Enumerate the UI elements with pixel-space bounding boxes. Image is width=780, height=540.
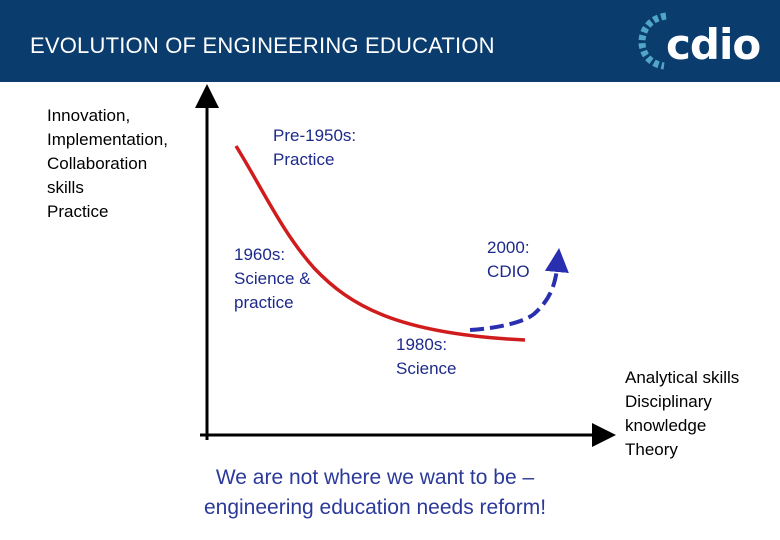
cdio-swirl-icon bbox=[638, 12, 667, 70]
era-label-line: Science bbox=[396, 359, 457, 378]
era-1960-label: 1960s: Science & practice bbox=[234, 243, 311, 315]
x-label-line: knowledge bbox=[625, 416, 707, 435]
logo-wordmark: cdio bbox=[666, 20, 761, 69]
x-label-line: Disciplinary bbox=[625, 392, 712, 411]
era-label-line: practice bbox=[234, 293, 294, 312]
era-label-line: Practice bbox=[273, 150, 335, 169]
conclusion-statement: We are not where we want to be – enginee… bbox=[150, 463, 600, 523]
y-label-line: Practice bbox=[47, 202, 109, 221]
era-label-line: CDIO bbox=[487, 262, 530, 281]
era-label-line: Pre-1950s: bbox=[273, 126, 357, 145]
era-label-line: 1960s: bbox=[234, 245, 286, 264]
x-label-line: Analytical skills bbox=[625, 368, 740, 387]
era-2000-label: 2000: CDIO bbox=[487, 236, 530, 284]
conclusion-line: We are not where we want to be – bbox=[215, 466, 535, 489]
title-bar: EVOLUTION OF ENGINEERING EDUCATION cdio bbox=[0, 0, 780, 82]
y-label-line: Innovation, bbox=[47, 106, 131, 125]
historical-curve bbox=[234, 145, 526, 342]
y-axis-top-label: Innovation, Implementation, Collaboratio… bbox=[47, 104, 168, 224]
era-1980-label: 1980s: Science bbox=[396, 333, 456, 381]
cdio-logo: cdio bbox=[636, 8, 761, 72]
era-label-line: Science & bbox=[234, 269, 311, 288]
x-label-line: Theory bbox=[625, 440, 678, 459]
y-label-line: Implementation, bbox=[47, 130, 168, 149]
slide-title: EVOLUTION OF ENGINEERING EDUCATION bbox=[30, 33, 495, 58]
y-label-line: skills bbox=[47, 178, 84, 197]
era-label-line: 2000: bbox=[487, 238, 530, 257]
conclusion-line: engineering education needs reform! bbox=[203, 496, 547, 519]
y-label-line: Collaboration bbox=[47, 154, 148, 173]
x-axis-right-label: Analytical skills Disciplinary knowledge… bbox=[625, 366, 739, 462]
era-label-line: 1980s: bbox=[396, 335, 448, 354]
cdio-direction-path bbox=[469, 248, 569, 332]
era-pre-1950-label: Pre-1950s: Practice bbox=[273, 124, 356, 172]
